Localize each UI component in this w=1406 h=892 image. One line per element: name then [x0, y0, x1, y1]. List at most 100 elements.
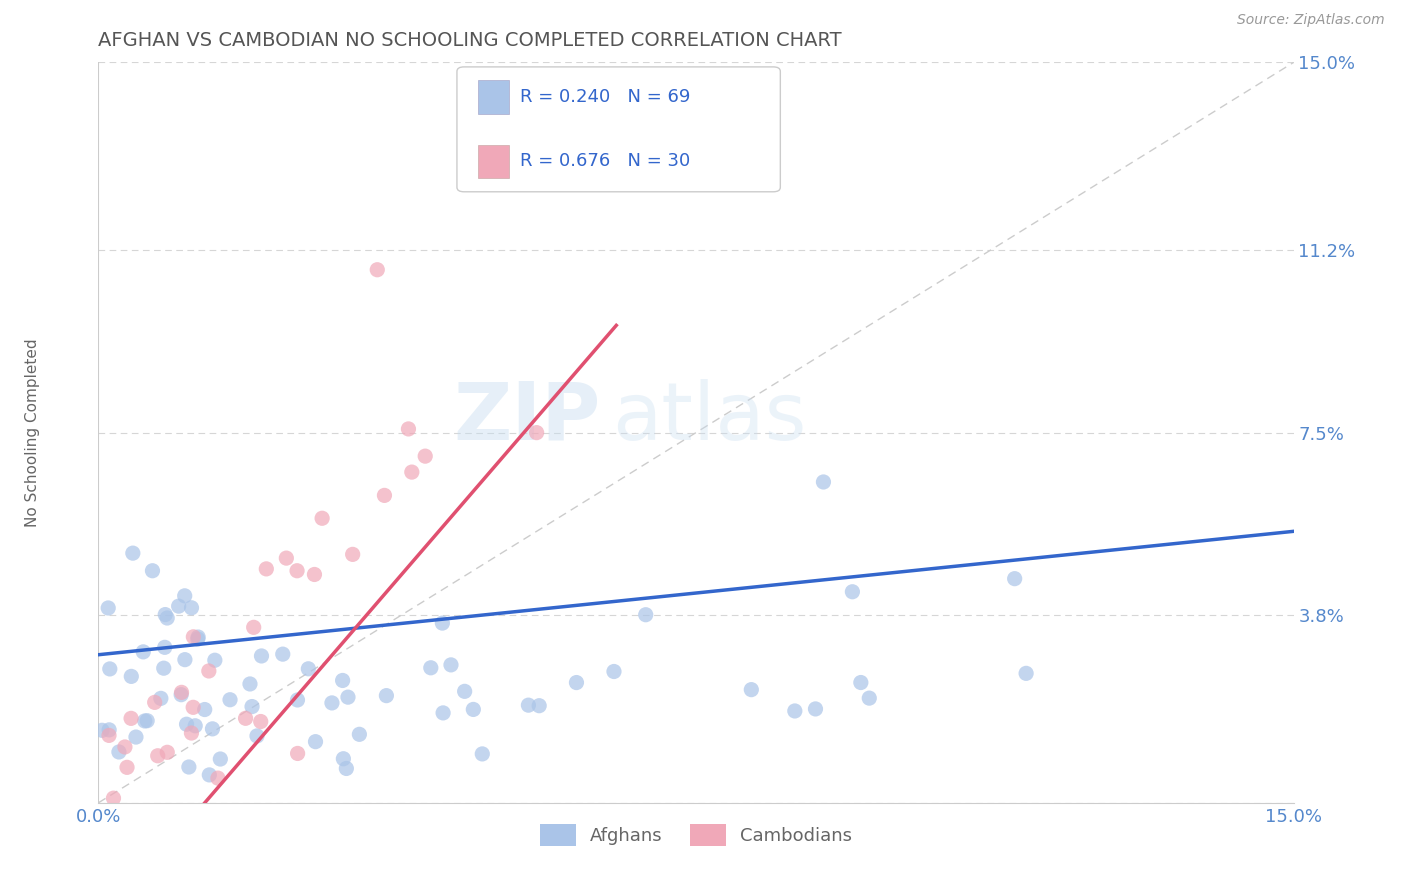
Point	[413, 449, 436, 463]
Point	[209, 752, 232, 766]
Point	[332, 752, 354, 766]
Point	[204, 653, 226, 667]
Point	[103, 791, 125, 805]
Point	[174, 653, 197, 667]
Point	[152, 661, 174, 675]
Point	[336, 690, 359, 705]
Point	[176, 717, 198, 731]
Point	[149, 691, 172, 706]
Point	[813, 475, 835, 489]
Text: R = 0.676   N = 30: R = 0.676 N = 30	[520, 153, 690, 170]
Point	[276, 551, 298, 566]
Point	[156, 611, 179, 625]
Point	[332, 673, 354, 688]
Point	[198, 664, 221, 678]
Point	[187, 632, 209, 646]
Point	[170, 688, 193, 702]
Point	[453, 684, 475, 698]
Point	[134, 714, 156, 728]
Point	[304, 567, 326, 582]
Point	[153, 640, 176, 655]
Text: Source: ZipAtlas.com: Source: ZipAtlas.com	[1237, 13, 1385, 28]
Point	[250, 648, 273, 663]
Point	[440, 657, 463, 672]
Point	[219, 692, 242, 706]
Point	[98, 662, 121, 676]
Point	[120, 669, 142, 683]
Point	[432, 616, 454, 631]
Point	[849, 675, 872, 690]
Point	[180, 600, 202, 615]
Point	[177, 760, 200, 774]
Point	[287, 747, 309, 761]
Point	[146, 748, 169, 763]
Point	[115, 760, 138, 774]
Point	[97, 601, 120, 615]
Point	[1015, 666, 1038, 681]
Text: AFGHAN VS CAMBODIAN NO SCHOOLING COMPLETED CORRELATION CHART: AFGHAN VS CAMBODIAN NO SCHOOLING COMPLET…	[98, 30, 842, 50]
Point	[132, 645, 155, 659]
Point	[173, 589, 195, 603]
Point	[98, 723, 121, 737]
Point	[740, 682, 762, 697]
Point	[108, 745, 131, 759]
Point	[804, 702, 827, 716]
Point	[517, 698, 540, 713]
Point	[198, 768, 221, 782]
Point	[242, 620, 264, 634]
Point	[170, 685, 193, 699]
Point	[156, 745, 179, 759]
Legend: Afghans, Cambodians: Afghans, Cambodians	[533, 816, 859, 853]
Point	[201, 722, 224, 736]
Point	[342, 547, 364, 561]
Point	[335, 762, 357, 776]
Text: R = 0.240   N = 69: R = 0.240 N = 69	[520, 88, 690, 106]
Point	[167, 599, 190, 614]
Point	[239, 677, 262, 691]
Point	[240, 699, 263, 714]
Point	[375, 689, 398, 703]
Point	[841, 584, 863, 599]
Point	[526, 425, 548, 440]
Point	[194, 702, 217, 716]
Point	[432, 706, 454, 720]
Point	[114, 739, 136, 754]
Point	[125, 730, 148, 744]
Point	[297, 662, 319, 676]
Point	[143, 695, 166, 709]
Point	[180, 726, 202, 740]
Text: atlas: atlas	[613, 379, 807, 457]
Point	[1004, 572, 1026, 586]
Point	[249, 714, 271, 729]
Point	[471, 747, 494, 761]
Point	[634, 607, 657, 622]
Point	[136, 714, 159, 728]
Point	[398, 422, 420, 436]
Point	[181, 700, 204, 714]
Point	[783, 704, 806, 718]
Point	[463, 702, 485, 716]
Point	[121, 546, 143, 560]
Point	[285, 564, 308, 578]
Text: No Schooling Completed: No Schooling Completed	[25, 338, 41, 527]
Point	[349, 727, 371, 741]
Point	[120, 711, 142, 725]
Point	[858, 691, 880, 706]
Point	[603, 665, 626, 679]
Point	[401, 465, 423, 479]
Point	[141, 564, 163, 578]
Point	[287, 693, 309, 707]
Point	[304, 734, 326, 748]
Point	[419, 661, 441, 675]
Point	[207, 771, 229, 785]
Point	[155, 607, 177, 622]
Point	[254, 562, 277, 576]
Point	[98, 728, 121, 742]
Point	[527, 698, 550, 713]
Point	[321, 696, 343, 710]
Point	[271, 647, 294, 661]
Point	[184, 719, 207, 733]
Point	[235, 711, 257, 725]
Point	[91, 723, 114, 738]
Point	[565, 675, 588, 690]
